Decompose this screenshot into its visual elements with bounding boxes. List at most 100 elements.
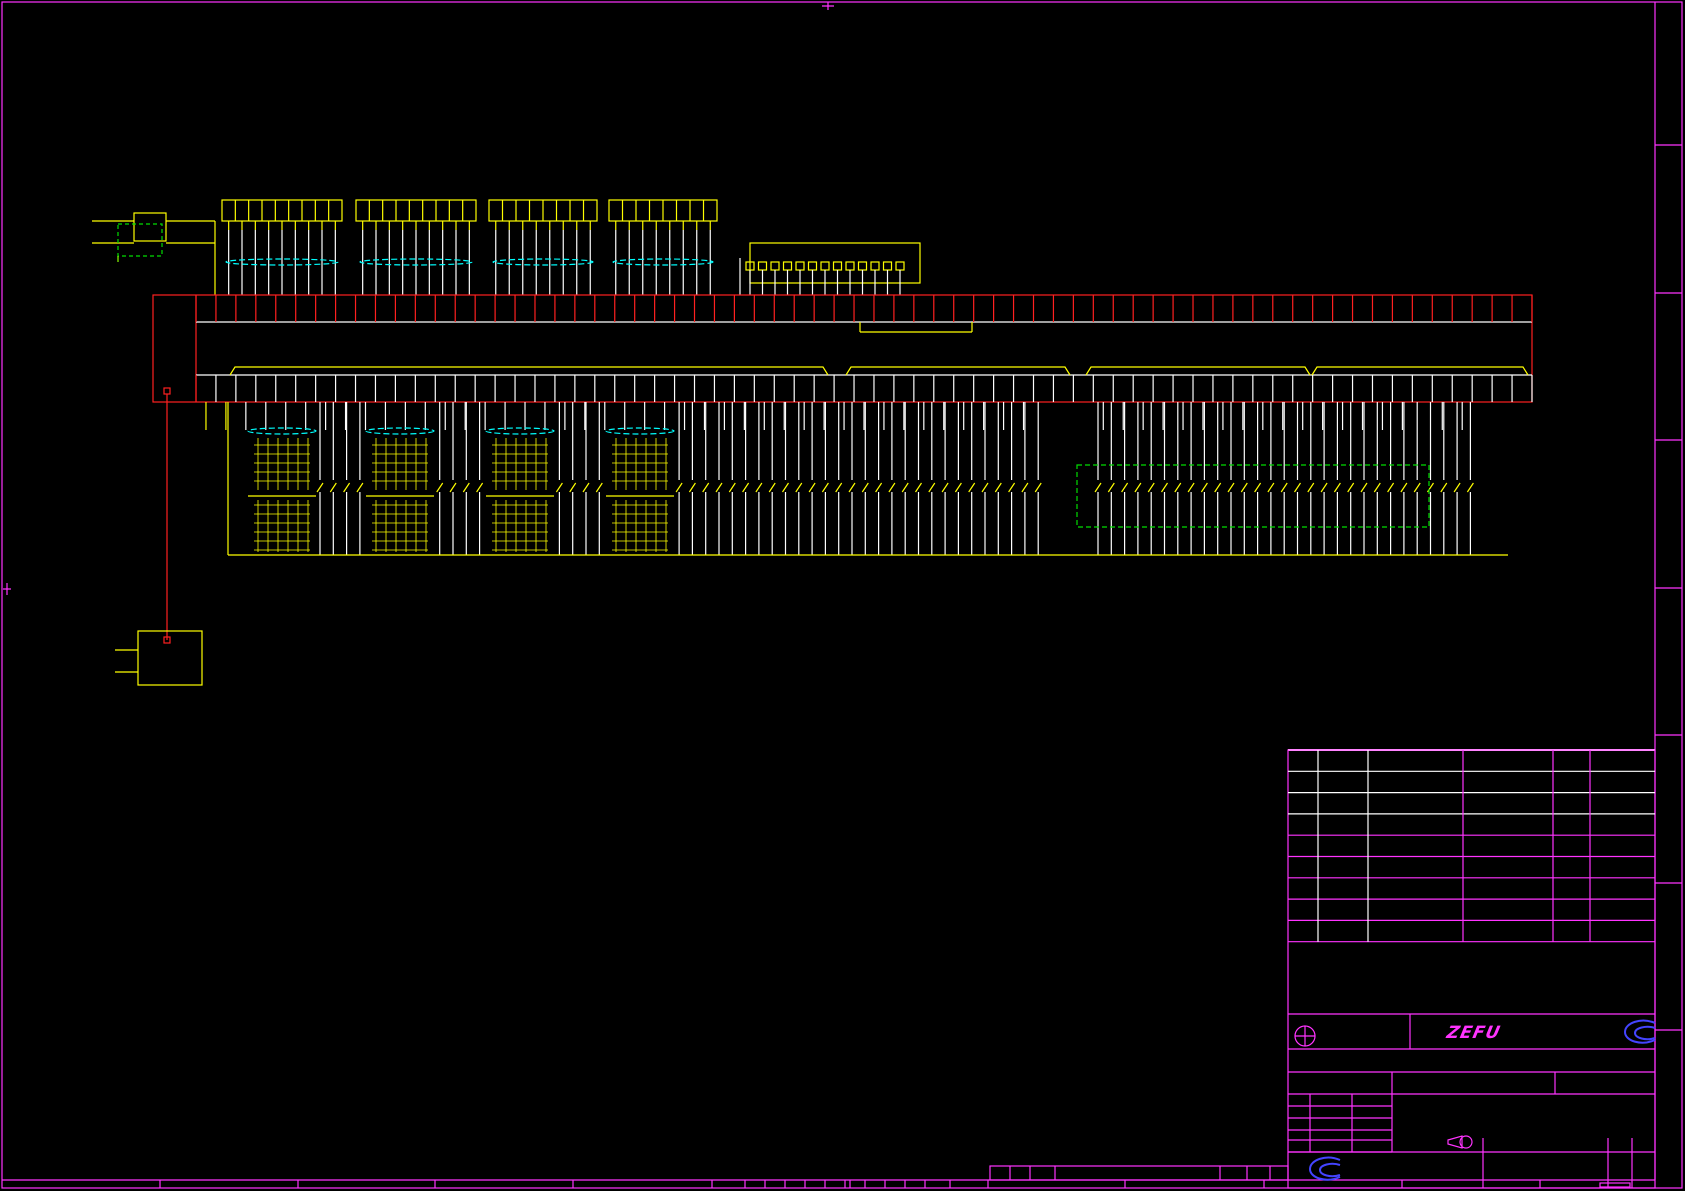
terminal-bracket — [229, 366, 829, 376]
switch-contact — [702, 482, 710, 493]
switch-contact — [941, 482, 949, 493]
module-terminal — [163, 636, 171, 644]
aux-fuse — [870, 261, 880, 271]
switch-contact — [555, 482, 563, 493]
switch-contact — [1400, 482, 1408, 493]
cable-shield-bottom — [485, 427, 555, 435]
company-logo-text: ZEFU — [1444, 1023, 1503, 1043]
switch-contact — [994, 482, 1002, 493]
revision-strip — [989, 1165, 1289, 1181]
switch-contact — [715, 482, 723, 493]
aux-fuse — [782, 261, 793, 271]
aux-fuse — [895, 261, 905, 271]
third-angle-icon — [1447, 1135, 1473, 1149]
aux-fuse — [845, 261, 855, 271]
test-point — [163, 387, 171, 395]
centering-mark-left — [3, 583, 11, 595]
switch-contact — [1280, 482, 1288, 493]
relay-ground-box — [117, 223, 163, 257]
switch-contact — [728, 482, 736, 493]
switch-contact — [1466, 482, 1474, 493]
switch-contact — [1021, 482, 1029, 493]
aux-terminal-frame — [749, 242, 921, 284]
terminal-bracket — [1311, 366, 1529, 376]
switch-contact — [1294, 482, 1301, 493]
terminal-block — [152, 294, 1533, 403]
switch-contact — [795, 482, 803, 493]
top-connector-1 — [221, 199, 343, 222]
switch-contact — [1174, 482, 1182, 493]
switch-contact — [1107, 482, 1115, 493]
switch-contact — [835, 482, 843, 493]
switch-contact — [861, 482, 869, 493]
switch-contact — [1333, 482, 1341, 493]
aux-fuse — [795, 261, 805, 271]
switch-contact — [1387, 482, 1395, 493]
switch-contact — [1413, 482, 1421, 493]
cable-shield-bottom — [605, 427, 675, 435]
aux-fuse — [820, 261, 830, 271]
switch-contact — [1307, 482, 1315, 493]
switch-contact — [675, 482, 683, 493]
aux-fuse — [757, 261, 768, 271]
switch-contact — [981, 482, 989, 493]
switch-contact — [356, 482, 364, 493]
switch-contact — [316, 482, 324, 493]
switch-contact — [821, 482, 829, 493]
switch-contact — [1094, 482, 1102, 493]
input-relay — [133, 212, 167, 242]
switch-contact — [1267, 482, 1275, 493]
cable-shield-top — [225, 258, 339, 266]
switch-contact — [688, 482, 696, 493]
switch-contact — [968, 482, 976, 493]
switch-contact — [1121, 482, 1129, 493]
aux-fuse — [770, 261, 780, 271]
aux-fuse — [832, 261, 843, 271]
switch-contact — [569, 482, 577, 493]
top-connector-2 — [355, 199, 477, 222]
switch-contact — [1240, 482, 1248, 493]
switch-contact — [742, 482, 750, 493]
switch-contact — [1360, 482, 1368, 493]
switch-contact — [1320, 482, 1328, 493]
switch-contact — [888, 482, 896, 493]
switch-contact — [343, 482, 351, 493]
cable-shield-top — [612, 258, 714, 266]
cable-shield-bottom — [365, 427, 435, 435]
switch-contact — [1214, 482, 1222, 493]
switch-contact — [1187, 482, 1195, 493]
aux-fuse — [857, 261, 868, 271]
switch-contact — [1008, 482, 1016, 493]
switch-contact — [848, 482, 856, 493]
aux-fuse — [882, 261, 893, 271]
switch-contact — [1440, 482, 1448, 493]
title-block — [989, 749, 1656, 1189]
switch-contact — [875, 482, 883, 493]
switch-contact — [1254, 482, 1262, 493]
terminal-bracket — [845, 366, 1071, 376]
switch-contact — [954, 482, 962, 493]
switch-contact — [901, 482, 909, 493]
aux-fuse — [807, 261, 818, 271]
lower-module — [137, 630, 203, 686]
switch-contact — [462, 482, 470, 493]
switch-contact — [1134, 482, 1142, 493]
company-swoosh-icon — [1623, 1019, 1656, 1044]
switch-contact — [436, 482, 444, 493]
switch-contact — [449, 482, 457, 493]
centering-mark-top — [822, 2, 834, 10]
cable-shield-bottom — [247, 427, 317, 435]
cable-shield-top — [492, 258, 594, 266]
cable-shield-top — [359, 258, 473, 266]
switch-contact — [1147, 482, 1155, 493]
switch-contact — [782, 482, 789, 493]
wiring-area — [92, 199, 1533, 686]
switch-contact — [768, 482, 776, 493]
switch-contact — [808, 482, 816, 493]
tb-outline — [1287, 749, 1656, 1189]
terminal-bracket — [1085, 366, 1311, 376]
switch-contact — [329, 482, 337, 493]
